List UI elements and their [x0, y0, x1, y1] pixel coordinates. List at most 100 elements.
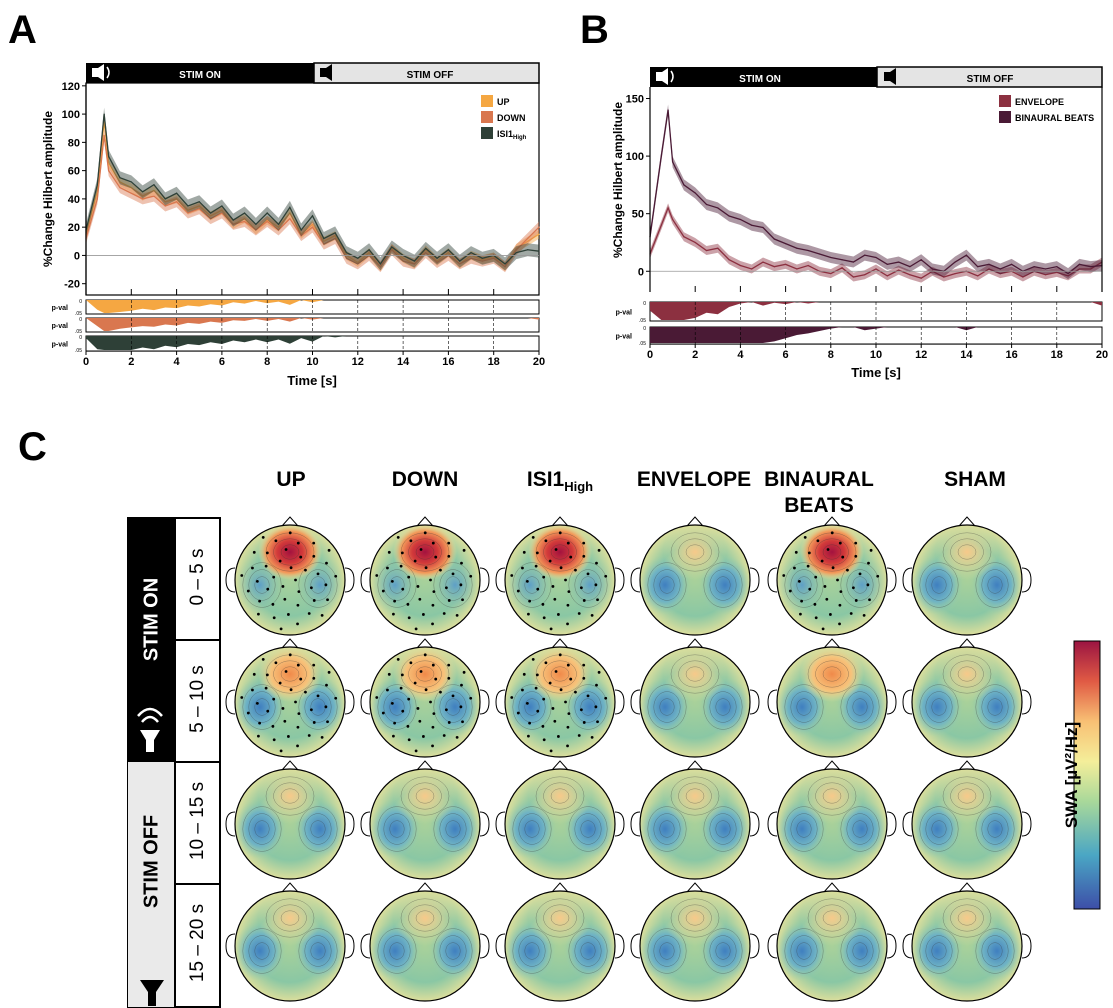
contour — [685, 666, 705, 682]
lateral-blob — [234, 677, 286, 737]
electrode-dot — [387, 550, 391, 554]
contour — [445, 698, 461, 716]
contour — [580, 820, 596, 838]
series-point — [232, 219, 234, 221]
topomap — [360, 516, 490, 636]
electrode-dot — [830, 531, 834, 535]
legend-envelope-swatch — [999, 95, 1011, 107]
series-point — [459, 263, 461, 265]
col-header-down: DOWN — [391, 468, 459, 491]
series-point — [751, 224, 753, 226]
scalp — [505, 769, 615, 879]
electrode-dot — [429, 578, 432, 582]
electrode-dot — [400, 551, 404, 555]
electrode-dot — [240, 696, 244, 699]
electrode-dot — [266, 709, 270, 713]
stim-off-group-label: STIM OFF — [140, 814, 163, 909]
pval-fill — [86, 300, 539, 313]
ear-left — [495, 567, 506, 593]
legend-a: UP DOWN ISI1High — [481, 95, 527, 141]
speaker-off-icon-c — [140, 980, 164, 1006]
series-point — [1067, 275, 1069, 277]
series-point — [954, 261, 956, 263]
electrode-dot — [541, 602, 545, 606]
electrode-dot — [590, 614, 594, 617]
electrode-dot — [434, 555, 438, 559]
series-point — [1078, 268, 1080, 270]
series-point — [1011, 263, 1013, 265]
electrode-dot — [418, 597, 422, 601]
series-point — [667, 207, 669, 209]
contour — [987, 698, 1003, 716]
series-point — [830, 256, 832, 259]
series-point — [841, 267, 843, 269]
lateral-blob — [971, 799, 1023, 859]
electrode-dot — [283, 597, 287, 601]
electrode-dot — [252, 672, 256, 676]
electrode-dot — [800, 599, 803, 603]
series-point — [977, 266, 979, 268]
scalp-outline — [776, 768, 888, 880]
nose — [686, 760, 704, 771]
series-point — [447, 249, 449, 251]
electrode-dot — [279, 749, 283, 753]
nose — [281, 516, 299, 527]
contour — [512, 928, 552, 974]
pval-tick: .05 — [75, 348, 82, 354]
electrode-dot — [594, 583, 598, 587]
ear-right — [886, 689, 897, 715]
contour — [535, 898, 585, 938]
contour — [574, 691, 602, 723]
series-point — [187, 212, 189, 214]
series-point — [311, 223, 314, 225]
xtick-label: 20 — [1096, 349, 1108, 361]
electrode-dot — [461, 720, 464, 724]
contour — [709, 935, 737, 967]
series-band-2 — [86, 107, 539, 271]
topomap — [225, 516, 355, 636]
topomap — [630, 882, 760, 1002]
xtick-label: 8 — [264, 356, 270, 368]
electrode-dot — [265, 673, 269, 677]
series-point — [672, 218, 674, 221]
contour — [415, 910, 435, 926]
series-point — [277, 229, 280, 231]
contour — [678, 782, 712, 810]
topomap — [495, 760, 625, 880]
legend-isi-swatch — [481, 127, 493, 139]
contour — [931, 820, 947, 838]
electrode-dot — [312, 676, 316, 680]
ear-left — [902, 689, 913, 715]
electrode-dot — [439, 568, 442, 572]
contour — [975, 684, 1015, 730]
lateral-blob — [504, 555, 556, 615]
contour — [796, 820, 812, 838]
series-line-2 — [85, 114, 540, 266]
panel-label-a: A — [8, 8, 37, 52]
series-point — [153, 189, 155, 192]
nose — [551, 516, 569, 527]
electrode-dot — [294, 578, 297, 582]
contour — [659, 698, 675, 716]
contour — [535, 532, 585, 572]
electrode-dot — [251, 566, 254, 570]
lateral-blob — [699, 799, 751, 859]
series-point — [243, 218, 246, 220]
ear-left — [495, 933, 506, 959]
xtick-label: 10 — [306, 356, 318, 368]
electrode-dot — [451, 572, 455, 576]
series-point — [773, 238, 775, 240]
series-point — [368, 249, 370, 251]
series-point — [999, 268, 1001, 270]
electrode-dot — [542, 616, 546, 620]
ytick-label: 80 — [68, 137, 80, 149]
contour — [518, 691, 546, 723]
electrode-dot — [582, 541, 586, 545]
col-header-sham: SHAM — [944, 468, 1006, 491]
lateral-blob — [836, 677, 888, 737]
contour — [647, 928, 687, 974]
electrode-dot — [559, 688, 563, 692]
ear-right — [344, 811, 355, 837]
topomap — [630, 638, 760, 758]
xtick-label: 16 — [442, 356, 454, 368]
